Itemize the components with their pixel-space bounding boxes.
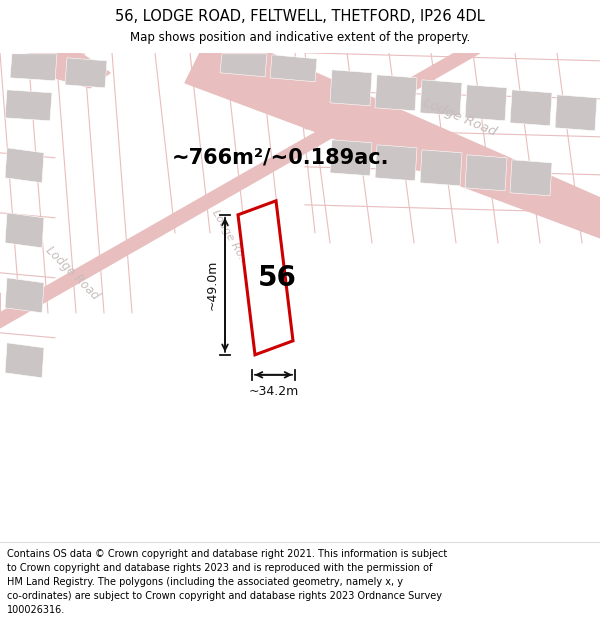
Polygon shape [65, 58, 107, 88]
Polygon shape [465, 85, 507, 121]
Polygon shape [185, 52, 600, 238]
Text: Lodge Ro...: Lodge Ro... [210, 208, 250, 268]
Polygon shape [555, 95, 597, 131]
Polygon shape [420, 150, 462, 186]
Polygon shape [270, 55, 317, 82]
Text: 56, LODGE ROAD, FELTWELL, THETFORD, IP26 4DL: 56, LODGE ROAD, FELTWELL, THETFORD, IP26… [115, 9, 485, 24]
Polygon shape [510, 160, 552, 196]
Polygon shape [330, 70, 372, 106]
Polygon shape [375, 145, 417, 181]
Polygon shape [5, 213, 44, 248]
Text: 56: 56 [258, 264, 297, 292]
Polygon shape [465, 155, 507, 191]
Polygon shape [420, 80, 462, 116]
Polygon shape [20, 52, 110, 88]
Polygon shape [5, 342, 44, 377]
Polygon shape [375, 75, 417, 111]
Polygon shape [238, 201, 293, 355]
Text: to Crown copyright and database rights 2023 and is reproduced with the permissio: to Crown copyright and database rights 2… [7, 563, 433, 573]
Polygon shape [510, 90, 552, 126]
Polygon shape [220, 54, 267, 77]
Polygon shape [5, 278, 44, 312]
Polygon shape [5, 148, 44, 182]
Text: 100026316.: 100026316. [7, 605, 65, 615]
Text: HM Land Registry. The polygons (including the associated geometry, namely x, y: HM Land Registry. The polygons (includin… [7, 577, 403, 587]
Text: Contains OS data © Crown copyright and database right 2021. This information is : Contains OS data © Crown copyright and d… [7, 549, 448, 559]
Polygon shape [10, 54, 57, 81]
Text: ~766m²/~0.189ac.: ~766m²/~0.189ac. [171, 148, 389, 168]
Text: co-ordinates) are subject to Crown copyright and database rights 2023 Ordnance S: co-ordinates) are subject to Crown copyr… [7, 591, 442, 601]
Text: ~49.0m: ~49.0m [206, 259, 219, 310]
Text: Lodge Road: Lodge Road [421, 96, 499, 139]
Text: ~34.2m: ~34.2m [248, 385, 299, 398]
Polygon shape [5, 90, 52, 121]
Polygon shape [330, 140, 372, 176]
Text: Lodge Road: Lodge Road [43, 244, 101, 302]
Text: Map shows position and indicative extent of the property.: Map shows position and indicative extent… [130, 31, 470, 44]
Polygon shape [0, 52, 480, 328]
